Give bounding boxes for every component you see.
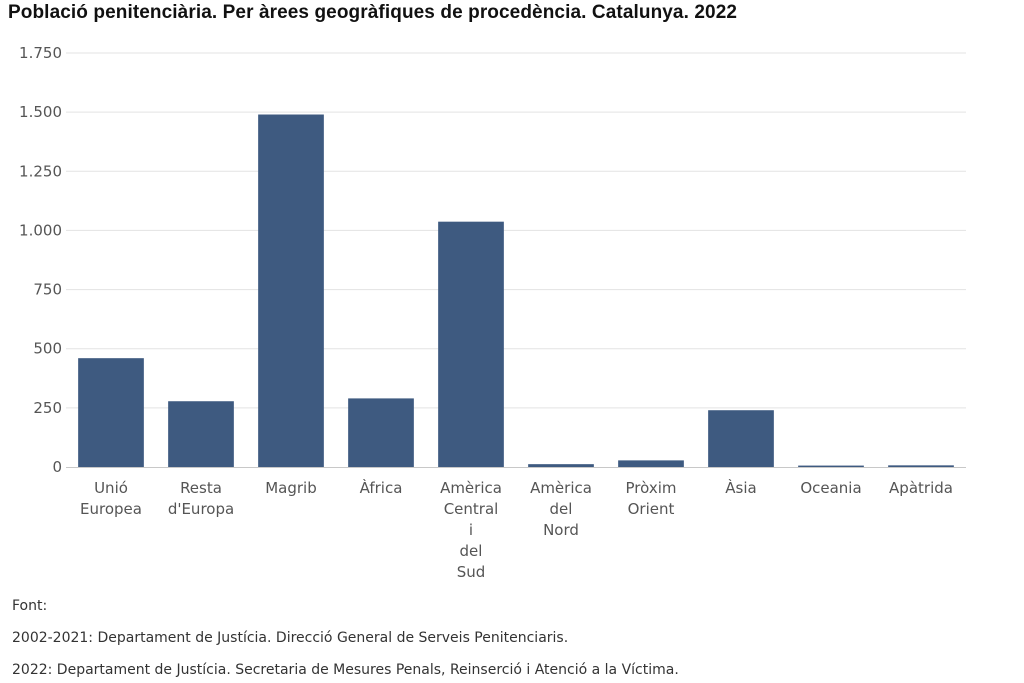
bar	[888, 465, 954, 467]
y-tick-label: 1.000	[19, 221, 62, 239]
y-tick-label: 1.500	[19, 103, 62, 121]
bar	[438, 221, 504, 467]
x-tick-label: Apàtrida	[889, 479, 953, 497]
bar	[258, 114, 324, 467]
y-tick-label: 0	[52, 458, 62, 476]
x-tick-label: Amèrica del Nord	[530, 479, 592, 539]
bar	[708, 410, 774, 467]
source-line-1: 2002-2021: Departament de Justícia. Dire…	[12, 630, 569, 646]
bar-chart: 0 250 500 750 1.000 1.250 1.500 1.750 Unió Europ…	[19, 44, 966, 581]
x-tick-label: Pròxim Orient	[626, 479, 677, 518]
y-tick-label: 1.750	[19, 44, 62, 62]
bar	[528, 464, 594, 467]
bars	[78, 114, 954, 467]
source-line-2: 2022: Departament de Justícia. Secretari…	[12, 662, 679, 678]
x-tick-label: Resta d'Europa	[168, 479, 234, 518]
bar	[618, 460, 684, 467]
source-heading: Font:	[12, 598, 48, 614]
y-tick-label: 750	[33, 281, 62, 299]
bar	[78, 358, 144, 467]
bar	[348, 398, 414, 467]
x-tick-label: Àfrica	[360, 478, 403, 497]
y-axis-tick-labels: 0 250 500 750 1.000 1.250 1.500 1.750	[19, 44, 62, 476]
y-tick-label: 500	[33, 340, 62, 358]
y-tick-label: 250	[33, 399, 62, 417]
gridlines	[66, 52, 966, 409]
y-tick-label: 1.250	[19, 162, 62, 180]
x-tick-label: Unió Europea	[80, 479, 142, 518]
chart-title: Població penitenciària. Per àrees geogrà…	[8, 2, 738, 23]
x-tick-label: Magrib	[265, 479, 317, 497]
x-axis-tick-labels: Unió Europea Resta d'Europa Magrib Àfrica Amèr…	[80, 478, 953, 581]
bar	[168, 401, 234, 467]
x-tick-label: Àsia	[725, 478, 756, 497]
bar	[798, 465, 864, 467]
x-tick-label: Amèrica Central i del Sud	[440, 479, 502, 581]
x-tick-label: Oceania	[800, 479, 861, 497]
